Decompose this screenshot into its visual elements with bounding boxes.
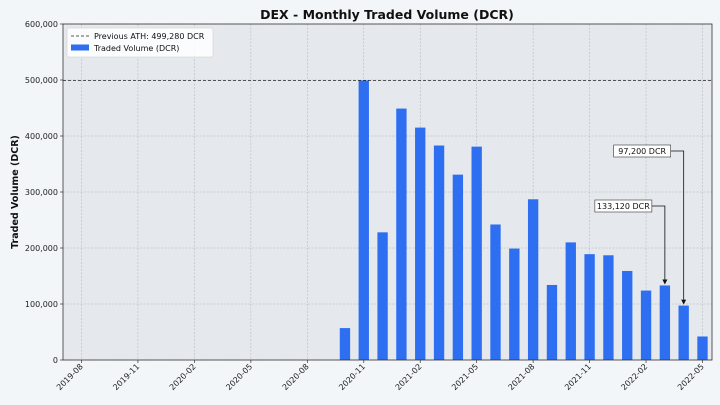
y-tick-label: 200,000 bbox=[25, 244, 58, 253]
bar bbox=[640, 290, 652, 360]
bar bbox=[565, 242, 576, 360]
bar bbox=[471, 146, 482, 360]
bar bbox=[396, 108, 407, 360]
annotations: 133,120 DCR 97,200 DCR bbox=[594, 144, 687, 305]
annotation-box bbox=[594, 199, 653, 213]
bar bbox=[509, 248, 520, 360]
legend-bar-swatch bbox=[71, 44, 89, 51]
legend-box bbox=[66, 27, 214, 58]
bar bbox=[415, 127, 426, 360]
bars bbox=[339, 80, 708, 360]
y-tick-label: 0 bbox=[53, 356, 58, 365]
y-tick-label: 100,000 bbox=[25, 300, 58, 309]
y-tick-label: 500,000 bbox=[25, 76, 58, 85]
annotation-arrowhead bbox=[662, 279, 668, 285]
bar bbox=[697, 336, 708, 360]
legend-entry-volume: Traded Volume (DCR) bbox=[93, 44, 179, 53]
bar bbox=[527, 199, 539, 360]
bar bbox=[358, 80, 369, 360]
y-tick-label: 300,000 bbox=[25, 188, 58, 197]
y-tick-label: 600,000 bbox=[25, 20, 58, 29]
annotation-arrow bbox=[670, 150, 685, 300]
bar bbox=[584, 254, 595, 360]
annotation-arrow bbox=[651, 205, 666, 280]
y-axis-label: Traded Volume (DCR) bbox=[10, 135, 21, 249]
bar bbox=[452, 174, 464, 360]
chart-title: DEX - Monthly Traded Volume (DCR) bbox=[260, 7, 514, 22]
annotation-box bbox=[613, 144, 671, 158]
bar bbox=[377, 232, 388, 360]
bar bbox=[678, 305, 689, 360]
legend-entry-reference: Previous ATH: 499,280 DCR bbox=[94, 32, 205, 41]
bar bbox=[433, 145, 445, 360]
annotation-label: 133,120 DCR bbox=[597, 202, 650, 211]
bar bbox=[339, 328, 351, 360]
annotation-label: 97,200 DCR bbox=[618, 147, 666, 156]
bar bbox=[490, 224, 501, 360]
bar bbox=[622, 270, 633, 360]
y-tick-label: 400,000 bbox=[25, 132, 58, 141]
bar bbox=[546, 284, 558, 360]
legend: Previous ATH: 499,280 DCR Traded Volume … bbox=[66, 27, 214, 58]
y-axis-ticks: 0 100,000 200,000 300,000 400,000 500,000 600,… bbox=[25, 20, 63, 365]
annotation-arrowhead bbox=[681, 299, 687, 305]
bar bbox=[603, 255, 614, 360]
bar bbox=[659, 285, 671, 360]
